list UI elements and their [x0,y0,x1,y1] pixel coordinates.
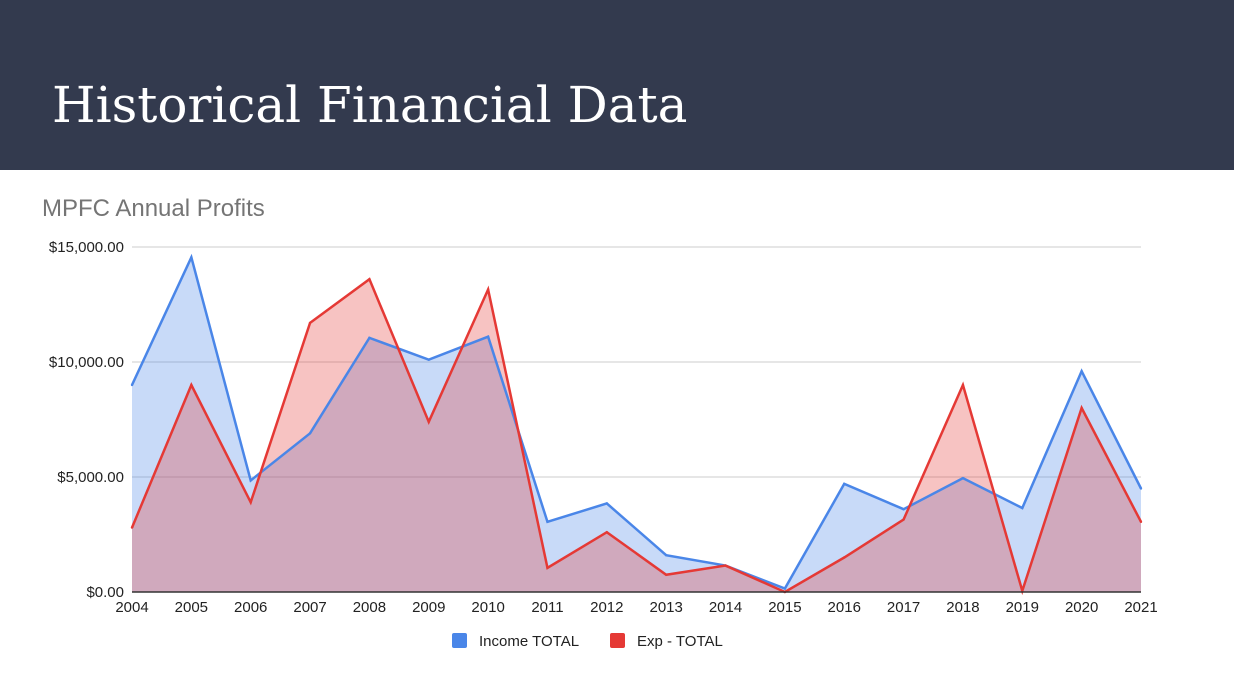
data-point-1-6 [486,288,490,291]
legend-label-1: Exp - TOTAL [637,633,723,650]
x-tick-label: 2015 [768,599,801,616]
x-tick-label: 2021 [1124,599,1157,616]
data-point-1-17 [1139,520,1143,524]
slide-title: Historical Financial Data [52,76,688,134]
data-point-1-9 [664,573,668,576]
legend-swatch-1 [610,633,625,648]
data-point-0-4 [368,336,371,340]
data-point-1-10 [724,564,727,567]
x-tick-label: 2013 [649,599,682,616]
header-band: Historical Financial Data [0,0,1234,170]
x-tick-label: 2016 [828,599,861,616]
data-point-0-9 [664,554,668,557]
x-tick-label: 2005 [175,599,208,616]
x-tick-label: 2011 [531,599,563,616]
x-tick-label: 2018 [946,599,979,616]
series-area-0 [132,257,1141,592]
series-areas [132,257,1141,592]
data-point-1-3 [308,321,312,325]
x-tick-label: 2009 [412,599,445,616]
x-tick-label: 2008 [353,599,386,616]
profits-chart: MPFC Annual Profits $0.00 $5,000.00 $10,00… [42,195,1158,650]
data-point-0-8 [605,502,609,505]
data-point-0-3 [308,432,312,435]
series-area-1 [132,279,1141,592]
legend: Income TOTAL Exp - TOTAL [452,633,723,650]
data-point-0-7 [546,520,549,524]
x-tick-label: 2017 [887,599,920,616]
data-point-1-7 [546,566,549,570]
x-tick-label: 2006 [234,599,267,616]
x-tick-label: 2014 [709,599,742,616]
data-point-0-16 [1080,370,1083,373]
data-point-1-0 [130,526,134,529]
legend-swatch-0 [452,633,467,648]
data-point-0-6 [486,335,490,338]
data-point-0-5 [427,358,430,361]
x-tick-label: 2004 [115,599,148,616]
y-axis-ticks: $0.00 $5,000.00 $10,000.00 $15,000.00 [49,239,124,601]
data-point-1-16 [1080,406,1083,410]
legend-label-0: Income TOTAL [479,633,579,650]
y-tick-label: $10,000.00 [49,354,124,371]
data-point-0-15 [1021,506,1024,510]
data-point-1-13 [902,518,905,521]
series-lines [130,253,1143,596]
data-point-0-1 [190,256,193,259]
data-point-1-8 [605,531,609,534]
y-tick-label: $5,000.00 [57,469,124,486]
data-point-1-1 [190,383,193,387]
x-tick-label: 2019 [1006,599,1039,616]
x-tick-label: 2020 [1065,599,1098,616]
series-line-1 [130,277,1143,596]
x-tick-label: 2012 [590,599,623,616]
data-point-0-0 [130,383,134,387]
data-point-0-13 [902,508,905,511]
series-line-0 [130,253,1143,591]
y-tick-label: $0.00 [86,584,124,601]
data-point-0-12 [843,482,846,486]
y-tick-label: $15,000.00 [49,239,124,256]
data-point-1-12 [843,556,846,559]
data-point-0-17 [1139,487,1143,490]
data-point-1-5 [427,420,430,423]
data-point-0-11 [783,587,787,590]
chart-title: MPFC Annual Profits [42,195,265,222]
x-tick-label: 2007 [293,599,326,616]
gridlines [132,246,1141,478]
data-point-1-14 [961,383,965,387]
data-point-1-2 [249,501,252,504]
data-point-0-2 [249,479,252,482]
data-point-0-14 [961,476,965,480]
x-axis-ticks: 2004 2005 2006 2007 2008 2009 2010 2011 2012 2013… [115,599,1157,616]
x-tick-label: 2010 [471,599,504,616]
data-point-1-4 [368,278,371,281]
